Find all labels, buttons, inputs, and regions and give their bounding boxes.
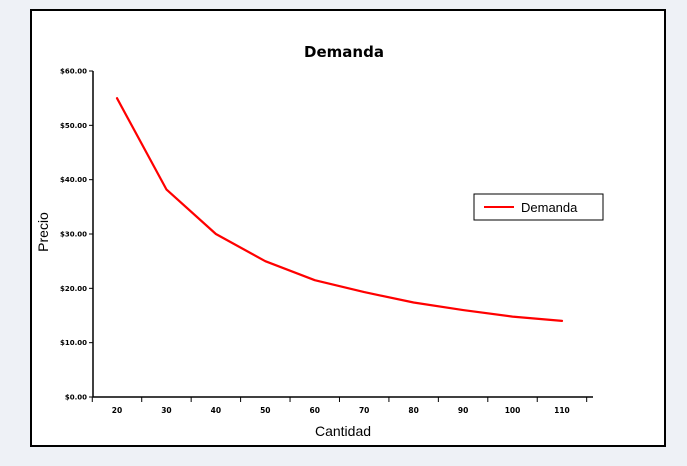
x-tick-label: 110 xyxy=(554,406,570,415)
data-point xyxy=(511,315,514,318)
y-tick-label: $30.00 xyxy=(60,231,87,239)
data-point xyxy=(413,301,415,304)
x-tick-label: 20 xyxy=(112,406,122,415)
legend: Demanda xyxy=(473,193,604,221)
data-point xyxy=(462,309,464,311)
legend-label-demanda: Demanda xyxy=(521,200,578,215)
chart-title: Demanda xyxy=(304,43,384,61)
x-tick-label: 70 xyxy=(359,406,369,415)
series-line-demanda xyxy=(115,97,564,322)
y-axis-label: Precio xyxy=(35,212,51,252)
y-tick-label: $20.00 xyxy=(60,285,87,293)
data-point xyxy=(314,279,316,281)
y-tick-label: $60.00 xyxy=(60,68,87,76)
legend-box xyxy=(473,193,604,221)
axes xyxy=(92,71,593,398)
y-tick-label: $50.00 xyxy=(60,122,87,130)
series-layer xyxy=(115,97,564,322)
y-tick-label: $0.00 xyxy=(65,394,87,402)
x-axis-ticks: 20 30 40 50 60 70 80 90 100 110 xyxy=(91,397,588,415)
data-point xyxy=(215,233,217,235)
x-tick-label: 80 xyxy=(408,406,418,415)
y-tick-label: $10.00 xyxy=(60,339,87,347)
x-tick-label: 30 xyxy=(161,406,171,415)
y-tick-label: $40.00 xyxy=(60,176,87,184)
x-axis-label: Cantidad xyxy=(315,423,371,439)
data-point xyxy=(561,320,563,322)
data-point xyxy=(165,188,168,191)
x-tick-label: 60 xyxy=(310,406,320,415)
data-point xyxy=(363,291,365,293)
y-axis-ticks: $0.00 $10.00 $20.00 $30.00 $40.00 $50.00 $60.0… xyxy=(60,68,93,402)
x-tick-label: 90 xyxy=(458,406,468,415)
data-point xyxy=(264,260,266,262)
x-tick-label: 100 xyxy=(505,406,521,415)
chart-frame xyxy=(30,9,666,447)
x-tick-label: 50 xyxy=(260,406,270,415)
data-point xyxy=(116,97,118,99)
x-tick-label: 40 xyxy=(211,406,221,415)
